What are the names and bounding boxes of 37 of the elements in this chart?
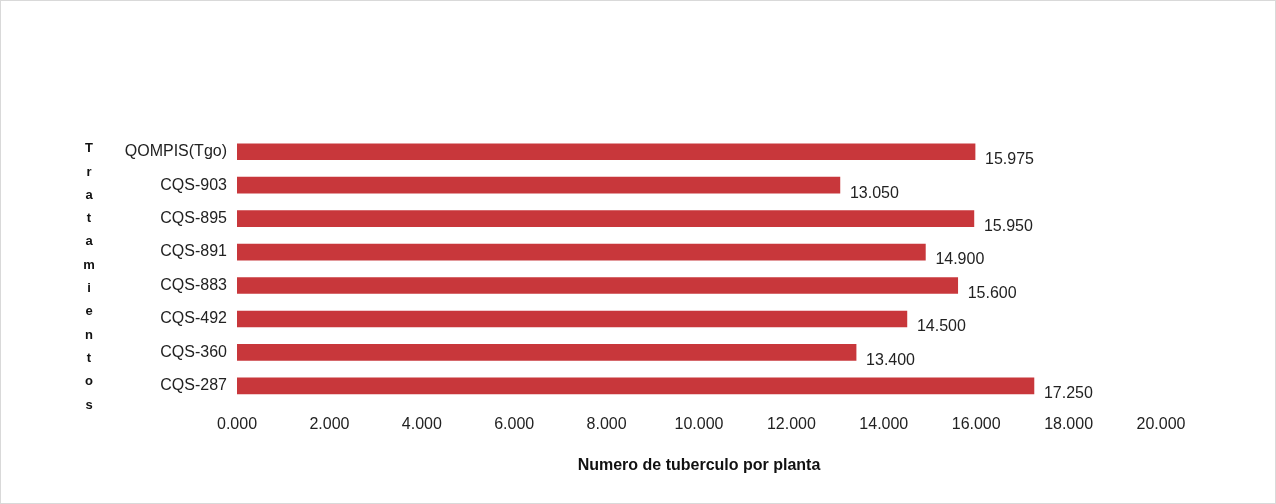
bar [237, 176, 841, 194]
y-tick-label: CQS-895 [160, 209, 228, 227]
x-tick-label: 18.000 [1044, 414, 1094, 432]
y-tick-label: QOMPIS(Tgo) [124, 142, 227, 160]
x-axis-title: Numero de tuberculo por planta [577, 455, 821, 473]
y-tick-label: CQS-287 [160, 376, 228, 394]
data-label: 13.400 [866, 350, 916, 368]
y-tick-label: CQS-492 [160, 309, 228, 327]
bar [237, 210, 975, 227]
bar [237, 310, 908, 328]
data-label: 15.950 [983, 217, 1033, 235]
x-tick-label: 20.000 [1136, 414, 1186, 432]
bar [237, 143, 976, 161]
x-tick-label: 16.000 [951, 414, 1001, 432]
data-label: 14.900 [935, 250, 985, 268]
text: Tratamientos [83, 140, 95, 412]
x-tick-label: 14.000 [859, 414, 909, 432]
data-label: 15.600 [967, 283, 1017, 301]
y-tick-label: CQS-903 [160, 175, 228, 193]
data-label: 14.500 [916, 317, 966, 335]
bar [237, 277, 959, 294]
data-label: 17.250 [1043, 384, 1093, 402]
x-tick-label: 12.000 [766, 414, 816, 432]
x-tick-label: 4.000 [401, 414, 442, 432]
y-tick-label: CQS-891 [160, 242, 228, 260]
bar [237, 377, 1035, 395]
x-tick-label: 8.000 [586, 414, 627, 432]
x-tick-label: 6.000 [494, 414, 535, 432]
bar [237, 243, 926, 261]
x-tick-label: 2.000 [309, 414, 350, 432]
x-tick-label: 0.000 [216, 414, 258, 432]
x-tick-label: 10.000 [674, 414, 724, 432]
y-tick-label: CQS-360 [160, 342, 228, 360]
data-label: 13.050 [849, 183, 899, 201]
bar [237, 344, 857, 361]
data-label: 15.975 [985, 150, 1035, 168]
y-tick-label: CQS-883 [160, 275, 228, 293]
